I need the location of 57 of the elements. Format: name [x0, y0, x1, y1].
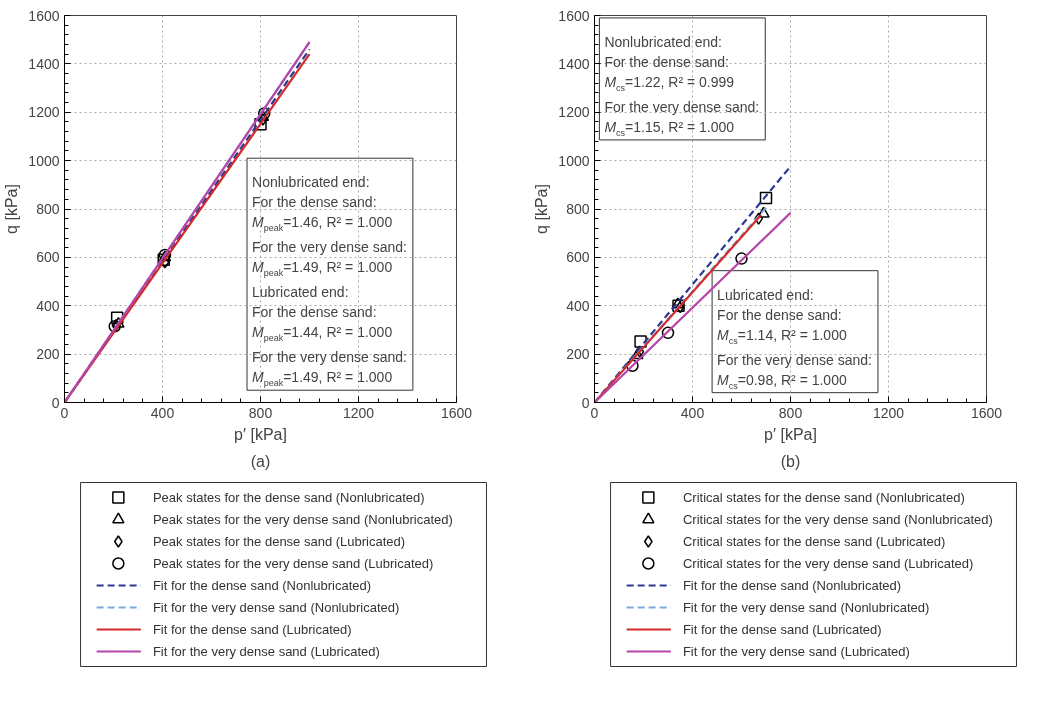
y-tick-label: 1600 [28, 7, 60, 24]
point [754, 212, 764, 225]
x-tick-label: 1600 [970, 404, 1003, 421]
x-axis-title: p′ [kPa] [764, 425, 817, 443]
point [112, 316, 125, 328]
y-tick-label: 1000 [28, 152, 60, 169]
legend-label: Peak states for the very dense sand (Lubricated) [152, 556, 434, 571]
legend-label: Critical states for the very dense sand (Lubricated) [682, 556, 974, 571]
y-tick-label: 400 [566, 297, 590, 314]
point [110, 311, 124, 325]
x-tick-label: 400 [150, 404, 175, 421]
legend-label: Critical states for the dense sand (Lubricated) [682, 534, 946, 549]
legend-label: Fit for the dense sand (Nonlubricated) [152, 578, 372, 593]
x-tick-label: 800 [248, 404, 273, 421]
y-tick-label: 600 [36, 249, 60, 266]
y-tick-label: 1600 [558, 7, 590, 24]
legend-label: Fit for the dense sand (Lubricated) [152, 622, 352, 637]
y-tick-label: 200 [36, 346, 60, 363]
point [635, 345, 645, 358]
legend-label: Peak states for the very dense sand (Nonlubricated) [152, 512, 453, 527]
x-tick-label: 1200 [872, 404, 905, 421]
point [258, 113, 268, 126]
y-tick-label: 1000 [558, 152, 590, 169]
point [757, 206, 770, 218]
text: (a) [250, 452, 271, 470]
y-tick-label: 1400 [28, 55, 60, 72]
legend-label: Critical states for the dense sand (Nonlubricated) [682, 490, 965, 505]
text: (b) [780, 452, 801, 470]
x-tick-label: 400 [680, 404, 705, 421]
y-tick-label: 600 [566, 249, 590, 266]
y-tick-label: 400 [36, 297, 60, 314]
legend-label: Fit for the dense sand (Lubricated) [682, 622, 882, 637]
point [631, 348, 644, 360]
legend-label: Critical states for the very dense sand (Nonlubricated) [682, 512, 993, 527]
point [661, 326, 675, 340]
x-tick-label: 800 [778, 404, 803, 421]
y-axis-title: q [kPa] [3, 184, 21, 234]
legend-label: Fit for the dense sand (Nonlubricated) [682, 578, 902, 593]
legend-label: Peak states for the dense sand (Nonlubricated) [152, 490, 425, 505]
y-tick-label: 800 [566, 201, 590, 217]
y-tick-label: 200 [566, 346, 590, 363]
x-tick-label: 1200 [342, 404, 375, 421]
legend-label: Peak states for the dense sand (Lubricated) [152, 534, 406, 549]
point [759, 191, 773, 205]
legend-label: Fit for the very dense sand (Nonlubricated) [152, 600, 400, 615]
point [634, 335, 647, 348]
y-tick-label: 800 [36, 201, 60, 217]
legend-label: Fit for the very dense sand (Nonlubricated) [682, 600, 930, 615]
y-axis-title: q [kPa] [533, 184, 551, 234]
y-tick-label: 1200 [558, 104, 590, 121]
x-tick-label: 1600 [440, 404, 473, 421]
legend-label: Fit for the very dense sand (Lubricated) [152, 644, 380, 659]
y-tick-label: 1400 [558, 55, 590, 72]
point [735, 252, 748, 265]
x-axis-title: p′ [kPa] [234, 425, 287, 443]
legend-label: Fit for the very dense sand (Lubricated) [682, 644, 910, 659]
y-tick-label: 1200 [28, 104, 60, 121]
